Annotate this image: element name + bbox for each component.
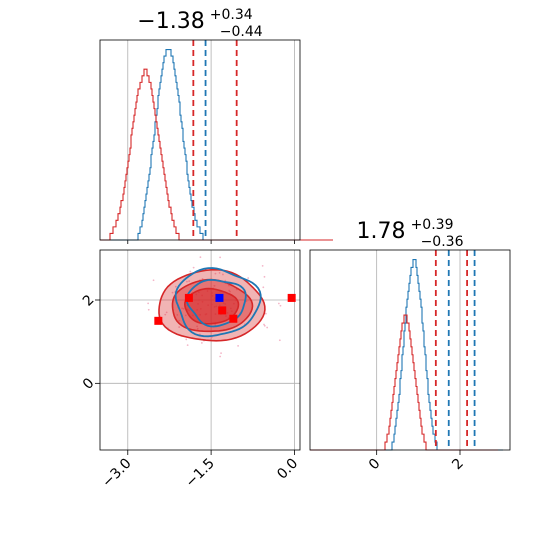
scatter-point	[229, 290, 231, 293]
scatter-point	[178, 326, 181, 328]
scatter-point	[196, 325, 198, 328]
scatter-point	[200, 342, 203, 344]
scatter-point	[263, 323, 265, 326]
scatter-point	[176, 314, 179, 316]
x-tick-labels: −3.0 −1.5 0.0	[99, 450, 301, 491]
title-subscript: −0.44	[220, 24, 263, 40]
marker-red	[184, 293, 193, 302]
y-tick-labels: 02	[80, 292, 100, 393]
contour-red	[183, 287, 240, 325]
marker-red	[287, 293, 296, 302]
marker-red	[218, 306, 227, 315]
scatter-point	[184, 314, 187, 317]
x-tick-label: −1.5	[183, 456, 218, 491]
x-tick-label: −3.0	[99, 456, 134, 491]
x-tick-label: 0	[366, 456, 384, 474]
panel-title: −1.38 +0.34 −0.44	[137, 4, 263, 40]
scatter-point	[261, 265, 264, 267]
scatter-point	[174, 285, 177, 288]
scatter-point	[181, 307, 184, 310]
scatter-point	[199, 256, 202, 259]
scatter-point	[266, 326, 269, 329]
y-tick-label: 2	[80, 292, 98, 310]
scatter-point	[192, 266, 195, 269]
marker-red	[154, 316, 163, 325]
scatter-point	[228, 284, 230, 287]
scatter-point	[263, 275, 266, 278]
scatter-point	[201, 277, 204, 280]
scatter-point	[219, 256, 222, 259]
scatter-point	[214, 272, 217, 275]
title-superscript: +0.34	[210, 7, 253, 23]
panel-frame	[99, 249, 301, 451]
scatter-point	[165, 311, 168, 314]
title-superscript: +0.39	[411, 217, 454, 233]
scatter-point	[196, 327, 199, 330]
scatter-point	[213, 285, 216, 287]
scatter-point	[278, 339, 281, 342]
x-tick-label: 0.0	[274, 456, 301, 483]
scatter-point	[147, 302, 150, 305]
histogram-series	[100, 48, 333, 241]
title-main: 1.78	[357, 219, 406, 244]
scatter-point	[263, 324, 266, 327]
scatter-point	[188, 280, 191, 282]
scatter-point	[247, 277, 250, 279]
scatter-point	[218, 271, 221, 274]
scatter-point	[186, 280, 188, 283]
scatter-point	[186, 344, 189, 347]
panel-title: 1.78 +0.39 −0.36	[357, 214, 464, 250]
panel-frame	[309, 249, 511, 451]
scatter-point	[277, 302, 280, 305]
contour-blue	[174, 267, 262, 338]
quantile-lines	[434, 250, 476, 450]
scatter-point	[214, 323, 217, 326]
scatter-point	[182, 307, 185, 310]
x-tick-label: 2	[449, 456, 467, 474]
histogram-step-line	[100, 68, 333, 241]
title-main: −1.38	[137, 9, 204, 34]
scatter-point	[171, 291, 174, 294]
scatter-point	[152, 279, 155, 282]
joint-panel: −3.0 −1.5 0.0 02	[80, 249, 301, 491]
contours	[158, 267, 266, 342]
scatter-point	[185, 338, 188, 341]
title-subscript: −0.36	[421, 234, 464, 250]
scatter-point	[219, 355, 222, 358]
scatter-point	[189, 270, 192, 273]
scatter-point	[164, 313, 167, 316]
scatter-point	[147, 308, 150, 311]
scatter-point	[264, 312, 267, 315]
scatter-point	[222, 273, 224, 276]
scatter-point	[178, 319, 181, 322]
histogram-step-line	[100, 48, 327, 241]
panel-frame	[99, 39, 301, 241]
grid-lines	[376, 250, 461, 450]
scatter-point	[237, 344, 239, 347]
marker-red	[229, 314, 238, 323]
scatter-point	[262, 286, 265, 289]
grid-lines	[127, 40, 295, 244]
quantile-lines	[192, 40, 238, 240]
marginal-panel-top: −1.38 +0.34 −0.44	[99, 4, 333, 244]
scatter-point	[279, 304, 282, 307]
markers	[154, 293, 296, 325]
marker-blue	[215, 293, 224, 302]
y-tick-label: 0	[80, 375, 98, 393]
scatter-point	[220, 352, 222, 355]
